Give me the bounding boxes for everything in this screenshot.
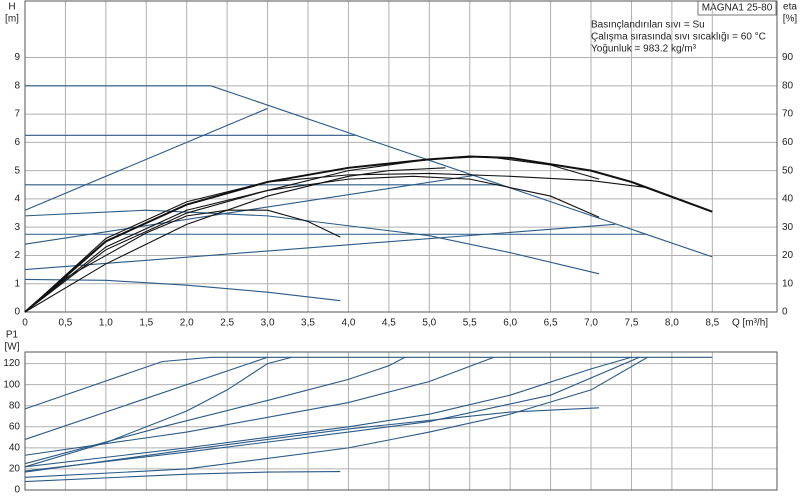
y-label: P1 (6, 330, 19, 341)
y-tick-label: 4 (14, 194, 20, 205)
x-tick-label: 5,5 (463, 318, 477, 329)
curve (24, 356, 632, 468)
x-tick-label: 7,5 (624, 318, 638, 329)
curve (24, 209, 600, 275)
curve (24, 356, 713, 410)
x-tick-label: 8,0 (665, 318, 679, 329)
y-tick-label: 0 (14, 485, 20, 496)
annotation: Yoğunluk = 983.2 kg/m³ (591, 44, 697, 55)
x-tick-label: 4,0 (341, 318, 355, 329)
y-tick-label: 0 (14, 307, 20, 318)
y-unit: [m] (5, 14, 19, 25)
y2-tick-label: 50 (782, 165, 794, 176)
y-tick-label: 1 (14, 278, 20, 289)
y2-tick-label: 0 (782, 307, 788, 318)
curve (24, 209, 341, 313)
curve (24, 155, 600, 313)
x-tick-label: 2,5 (220, 318, 234, 329)
x-tick-label: 1,0 (99, 318, 113, 329)
curve (24, 356, 640, 472)
y2-tick-label: 80 (782, 80, 794, 91)
curve (24, 356, 495, 456)
y-tick-label: 100 (3, 379, 20, 390)
curve (24, 167, 446, 313)
x-tick-label: 1,5 (139, 318, 153, 329)
y-tick-label: 80 (9, 400, 21, 411)
y-tick-label: 60 (9, 421, 21, 432)
annotation: Çalışma sırasında sıvı sıcaklığı = 60 °C (591, 32, 766, 43)
y2-label: eta (783, 2, 797, 13)
curve (24, 356, 268, 440)
x-tick-label: 2,0 (180, 318, 194, 329)
x-tick-label: 6,0 (503, 318, 517, 329)
y-tick-label: 3 (14, 222, 20, 233)
x-tick-label: 0,5 (58, 318, 72, 329)
annotation: Basınçlandırılan sıvı = Su (591, 20, 705, 31)
curve (24, 356, 648, 478)
x-label: Q [m³/h] (732, 318, 768, 329)
curve (25, 85, 713, 258)
y2-tick-label: 20 (782, 250, 794, 261)
y-unit: [W] (5, 342, 20, 353)
x-tick-label: 4,5 (382, 318, 396, 329)
curve (24, 471, 341, 483)
y-tick-label: 8 (14, 80, 20, 91)
x-tick-label: 6,5 (544, 318, 558, 329)
y2-tick-label: 60 (782, 137, 794, 148)
curve (24, 107, 268, 211)
curve (24, 356, 292, 468)
curve (24, 356, 406, 465)
curve (24, 174, 478, 245)
y-tick-label: 120 (3, 358, 20, 369)
x-tick-label: 8,5 (705, 318, 719, 329)
y-label: H (8, 2, 15, 13)
curve (24, 407, 600, 473)
y-tick-label: 6 (14, 137, 20, 148)
top-plot: 0 0,5 1,0 1,5 2,0 2,5 3,0 3,5 4,0 4,5 5,0 5,5 6,0 6,5… (14, 0, 794, 329)
y-tick-label: 5 (14, 165, 20, 176)
bottom-plot: 0 20 40 60 80 100 120 (3, 351, 778, 496)
plot-frame (24, 351, 778, 491)
x-tick-label: 0 (22, 318, 28, 329)
y-tick-label: 2 (14, 250, 20, 261)
chart-title: MAGNA1 25-80 (702, 3, 773, 14)
x-tick-label: 3,5 (301, 318, 315, 329)
curve (24, 175, 600, 313)
y-tick-label: 9 (14, 52, 20, 63)
x-tick-label: 5,0 (422, 318, 436, 329)
y2-unit: [%] (783, 14, 798, 25)
curve (24, 172, 648, 313)
y2-tick-label: 10 (782, 278, 794, 289)
plot-frame (24, 0, 778, 313)
y2-tick-label: 70 (782, 109, 794, 120)
x-tick-label: 7,0 (584, 318, 598, 329)
y2-tick-label: 90 (782, 52, 794, 63)
y2-tick-label: 30 (782, 222, 794, 233)
x-tick-label: 3,0 (261, 318, 275, 329)
curve (24, 223, 616, 271)
y-tick-label: 7 (14, 109, 20, 120)
y-tick-label: 20 (9, 464, 21, 475)
y2-tick-label: 40 (782, 194, 794, 205)
y-tick-label: 40 (9, 443, 21, 454)
